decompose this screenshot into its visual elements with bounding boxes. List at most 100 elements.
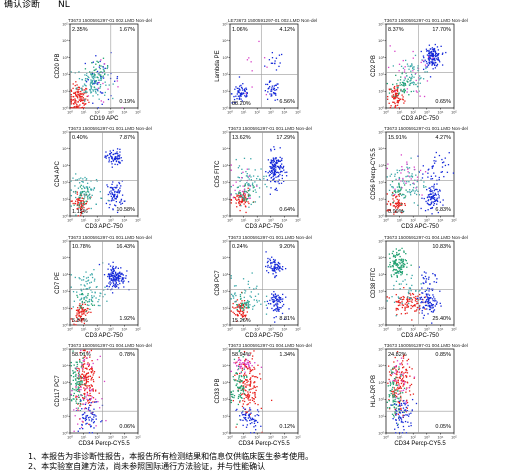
- event-point: [395, 413, 398, 415]
- event-point: [391, 91, 393, 94]
- event-point: [442, 199, 444, 201]
- x-tick-label: 10⁴: [121, 436, 127, 440]
- event-point: [436, 59, 439, 61]
- event-point: [90, 79, 92, 81]
- event-point: [231, 396, 234, 398]
- event-point: [93, 304, 96, 306]
- event-point: [247, 403, 249, 405]
- event-point: [113, 269, 115, 271]
- event-point: [267, 264, 269, 267]
- event-point: [438, 197, 440, 199]
- event-point: [104, 91, 106, 94]
- report-header-title: 确认诊断: [4, 0, 41, 10]
- event-point: [90, 384, 92, 386]
- event-point: [94, 76, 96, 79]
- event-point: [248, 365, 250, 367]
- event-point: [76, 107, 78, 109]
- event-point: [78, 77, 81, 80]
- event-point: [241, 304, 243, 307]
- event-point: [416, 300, 418, 303]
- event-point: [115, 285, 117, 287]
- event-point: [81, 207, 83, 209]
- event-point: [272, 301, 274, 303]
- event-point: [273, 93, 275, 95]
- event-point: [84, 100, 86, 102]
- event-point: [114, 279, 116, 281]
- event-point: [92, 77, 94, 79]
- event-point: [402, 295, 404, 298]
- event-point: [85, 87, 87, 90]
- event-point: [406, 191, 409, 193]
- event-point: [388, 399, 390, 401]
- event-point: [75, 200, 77, 202]
- event-point: [282, 166, 284, 169]
- event-point: [100, 79, 102, 81]
- event-point: [404, 309, 406, 311]
- event-point: [274, 265, 276, 267]
- event-point: [79, 94, 81, 96]
- event-point: [94, 401, 96, 403]
- event-point: [252, 397, 254, 400]
- event-point: [415, 298, 417, 300]
- event-point: [117, 267, 119, 269]
- event-point: [110, 278, 112, 280]
- event-point: [110, 190, 112, 192]
- event-point: [79, 305, 81, 307]
- event-point: [84, 77, 87, 80]
- event-point: [279, 270, 281, 272]
- event-point: [393, 395, 396, 397]
- event-point: [84, 363, 86, 365]
- plot-frame: [385, 131, 455, 217]
- event-point: [431, 197, 433, 199]
- event-point: [70, 383, 72, 385]
- event-point: [280, 53, 283, 56]
- event-point: [115, 278, 117, 280]
- event-point: [274, 62, 276, 64]
- event-point: [83, 408, 86, 410]
- event-point: [395, 384, 397, 386]
- event-point: [97, 61, 99, 63]
- event-point: [79, 375, 82, 377]
- event-point: [267, 260, 269, 263]
- event-point: [273, 160, 275, 162]
- event-point: [78, 378, 80, 380]
- x-tick-label: 10⁰: [383, 111, 389, 115]
- event-point: [277, 294, 279, 296]
- y-tick-label: 10⁴: [222, 39, 228, 43]
- event-point: [406, 300, 409, 303]
- event-point: [83, 186, 85, 189]
- event-point: [93, 69, 95, 72]
- event-point: [80, 310, 83, 312]
- event-point: [401, 81, 404, 84]
- event-point: [238, 364, 240, 366]
- event-point: [235, 426, 237, 428]
- event-point: [421, 287, 423, 289]
- event-point: [119, 275, 122, 278]
- event-point: [427, 302, 429, 305]
- event-point: [99, 71, 101, 73]
- event-point: [88, 423, 90, 425]
- event-point: [277, 308, 279, 311]
- event-point: [117, 153, 119, 155]
- event-point: [434, 275, 436, 277]
- event-point: [86, 415, 88, 417]
- event-point: [83, 206, 85, 209]
- event-point: [247, 187, 249, 189]
- event-point: [245, 385, 247, 388]
- event-point: [115, 201, 118, 203]
- event-point: [79, 199, 81, 202]
- event-point: [83, 275, 85, 278]
- event-point: [436, 188, 438, 191]
- event-point: [85, 80, 87, 82]
- event-point: [108, 274, 110, 276]
- event-point: [412, 305, 414, 307]
- event-point: [392, 391, 394, 393]
- event-point: [386, 401, 388, 403]
- event-point: [400, 283, 402, 285]
- event-point: [96, 285, 98, 288]
- event-point: [250, 291, 252, 293]
- event-point: [79, 104, 81, 106]
- event-point: [81, 381, 83, 383]
- event-point: [276, 98, 279, 101]
- event-point: [82, 428, 84, 430]
